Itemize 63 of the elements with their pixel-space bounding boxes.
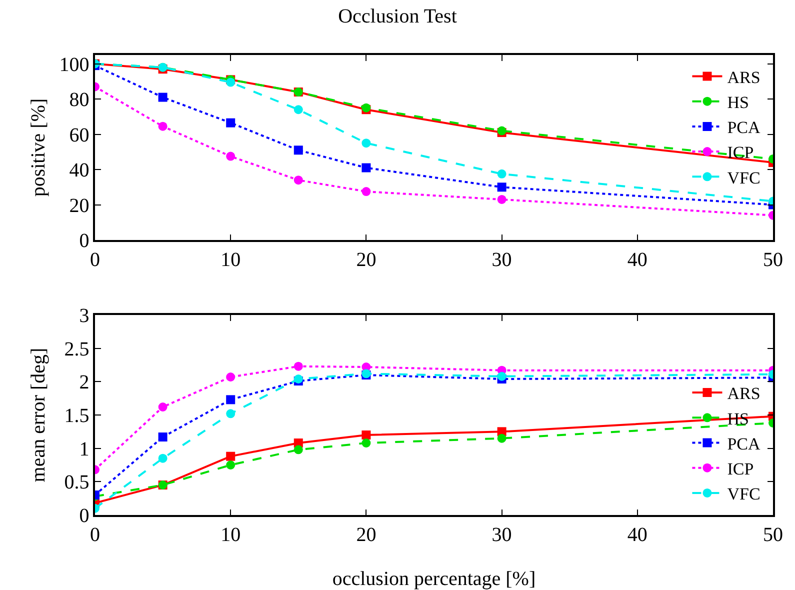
point	[226, 460, 236, 470]
x-tick-label: 30	[492, 524, 512, 546]
x-tick-label: 40	[627, 524, 648, 546]
point	[158, 122, 168, 131]
y-tick-label: 0.5	[64, 472, 90, 494]
legend-label: ARS	[727, 384, 760, 404]
x-tick-label: 10	[220, 524, 241, 546]
y-tick-label: 0	[79, 505, 90, 527]
point	[362, 430, 371, 440]
point	[362, 187, 371, 196]
y-tick-label: 1.5	[64, 405, 90, 427]
chart-title: Occlusion Test	[338, 6, 458, 28]
legend-label: PCA	[727, 118, 762, 138]
point	[294, 146, 303, 155]
x-tick-label: 10	[220, 248, 241, 271]
y-axis-title: mean error [deg]	[28, 348, 50, 482]
legend-label: ICP	[727, 459, 754, 478]
legend-label: VFC	[727, 168, 760, 188]
x-tick-label: 50	[763, 248, 783, 271]
y-tick-label: 2	[79, 372, 90, 394]
y-tick-label: 20	[69, 194, 90, 217]
point	[497, 194, 506, 204]
point	[226, 118, 236, 128]
point	[294, 176, 303, 185]
point	[158, 92, 168, 102]
legend-label: VFC	[727, 484, 760, 504]
legend-label: HS	[727, 92, 749, 112]
x-tick-label: 20	[356, 524, 376, 546]
x-axis-title: occlusion percentage [%]	[332, 568, 536, 590]
y-tick-label: 0	[79, 230, 90, 252]
point	[497, 372, 506, 381]
y-tick-label: 60	[69, 124, 90, 146]
legend-label: PCA	[727, 434, 762, 454]
point	[497, 169, 506, 178]
point	[362, 438, 371, 448]
point	[158, 432, 168, 442]
point	[294, 445, 303, 454]
y-axis-title: positive [%]	[28, 98, 50, 197]
point	[226, 395, 236, 404]
y-tick-label: 80	[69, 89, 90, 112]
point	[226, 409, 236, 418]
y-tick-label: 40	[69, 160, 90, 182]
point	[294, 362, 303, 371]
point	[226, 452, 236, 461]
point	[226, 152, 236, 161]
y-tick-label: 1	[79, 438, 90, 460]
point	[158, 454, 168, 463]
point	[497, 434, 506, 443]
x-tick-label: 20	[356, 248, 376, 271]
x-tick-label: 30	[492, 248, 512, 271]
point	[362, 163, 371, 172]
y-tick-label: 100	[59, 54, 90, 76]
point	[158, 402, 168, 412]
x-tick-label: 40	[627, 248, 648, 271]
x-tick-label: 50	[763, 524, 783, 546]
y-tick-label: 3	[79, 305, 90, 327]
point	[226, 78, 236, 87]
legend-label: ARS	[727, 68, 760, 87]
point	[362, 138, 371, 148]
y-tick-label: 2.5	[64, 338, 90, 360]
point	[497, 182, 506, 192]
point	[226, 372, 236, 382]
point	[294, 105, 303, 114]
